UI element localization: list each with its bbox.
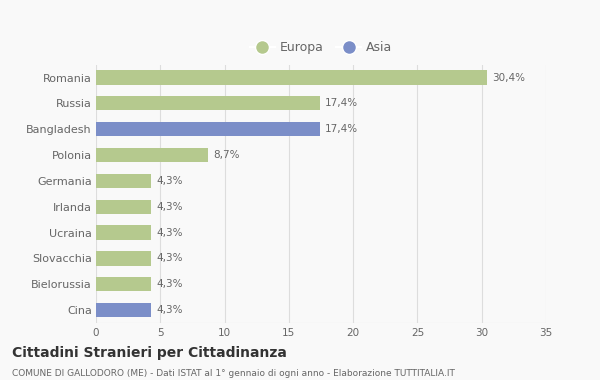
Bar — [96, 96, 320, 111]
Bar — [96, 148, 208, 162]
Legend: Europa, Asia: Europa, Asia — [245, 36, 397, 59]
Bar — [96, 251, 151, 266]
Bar — [96, 225, 151, 240]
Bar — [96, 200, 151, 214]
Text: Cittadini Stranieri per Cittadinanza: Cittadini Stranieri per Cittadinanza — [12, 346, 287, 360]
Text: 4,3%: 4,3% — [157, 228, 183, 238]
Bar — [96, 277, 151, 291]
Text: 30,4%: 30,4% — [492, 73, 525, 82]
Text: 17,4%: 17,4% — [325, 124, 358, 134]
Text: 4,3%: 4,3% — [157, 305, 183, 315]
Bar — [96, 122, 320, 136]
Text: 4,3%: 4,3% — [157, 202, 183, 212]
Bar — [96, 303, 151, 317]
Text: 4,3%: 4,3% — [157, 176, 183, 186]
Text: 8,7%: 8,7% — [213, 150, 239, 160]
Bar — [96, 174, 151, 188]
Text: 4,3%: 4,3% — [157, 253, 183, 263]
Text: 17,4%: 17,4% — [325, 98, 358, 108]
Text: COMUNE DI GALLODORO (ME) - Dati ISTAT al 1° gennaio di ogni anno - Elaborazione : COMUNE DI GALLODORO (ME) - Dati ISTAT al… — [12, 369, 455, 378]
Bar — [96, 70, 487, 85]
Text: 4,3%: 4,3% — [157, 279, 183, 289]
